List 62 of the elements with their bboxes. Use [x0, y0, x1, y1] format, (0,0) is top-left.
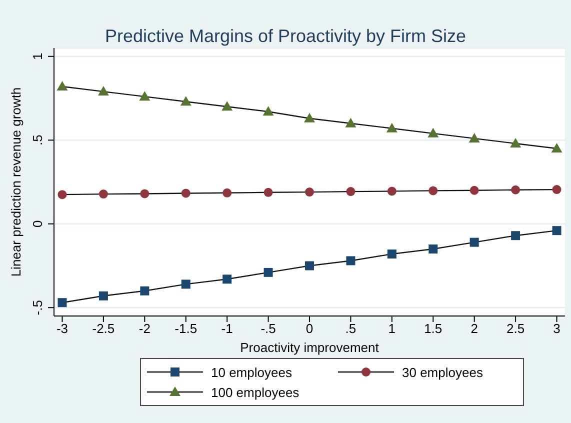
point: [428, 186, 438, 196]
point: [468, 132, 480, 142]
point: [428, 244, 438, 254]
point: [181, 280, 190, 289]
x-tick-label: 1: [388, 321, 396, 336]
point: [386, 122, 398, 132]
point: [262, 106, 274, 116]
point: [140, 286, 150, 296]
x-tick-label: .5: [345, 321, 356, 336]
point: [470, 238, 479, 247]
point: [510, 138, 522, 148]
x-tick-label: 1.5: [424, 321, 442, 336]
point: [98, 291, 108, 300]
y-tick-label: .5: [30, 134, 45, 146]
x-tick-label: -.5: [260, 321, 276, 336]
point: [387, 186, 396, 196]
point: [428, 128, 439, 138]
x-tick-label: -3: [56, 321, 68, 336]
point: [181, 188, 190, 198]
x-tick-label: -2.5: [92, 321, 115, 336]
point: [264, 268, 273, 277]
point: [56, 81, 68, 91]
point: [304, 112, 315, 122]
point: [180, 96, 192, 106]
y-tick-label: -.5: [30, 300, 45, 316]
point: [552, 185, 562, 194]
point: [511, 185, 520, 194]
point: [511, 231, 520, 240]
point: [98, 190, 108, 199]
x-tick-label: -1.5: [174, 321, 198, 336]
point: [58, 298, 67, 308]
x-axis-title: Proactivity improvement: [240, 340, 380, 355]
x-tick-label: 3: [553, 321, 560, 336]
chart-title: Predictive Margins of Proactivity by Firm Size: [104, 26, 468, 47]
point: [98, 86, 109, 96]
point: [222, 274, 232, 284]
x-tick-label: -2: [138, 321, 150, 336]
point: [345, 118, 356, 128]
point: [222, 188, 232, 198]
point: [140, 189, 150, 198]
legend-label: 10 employees: [211, 364, 292, 380]
point: [58, 190, 67, 200]
y-axis-title: Linear prediction revenue growth: [8, 87, 24, 277]
point: [346, 256, 356, 266]
point: [470, 186, 479, 195]
y-tick-label: 0: [30, 220, 45, 228]
point: [387, 250, 396, 259]
x-tick-label: 0: [306, 321, 314, 336]
point: [264, 188, 273, 197]
y-tick-label: 1: [30, 52, 45, 60]
legend-label: 30 employees: [402, 364, 483, 380]
x-tick-label: 2: [470, 321, 478, 336]
x-tick-label: -1: [221, 321, 233, 336]
point: [222, 101, 233, 111]
point: [305, 261, 314, 270]
x-tick-label: 2.5: [506, 321, 525, 336]
point: [552, 226, 562, 236]
point: [139, 91, 150, 101]
legend-label: 100 employees: [211, 384, 300, 400]
point: [346, 187, 356, 196]
point: [551, 143, 562, 152]
point: [305, 188, 314, 197]
